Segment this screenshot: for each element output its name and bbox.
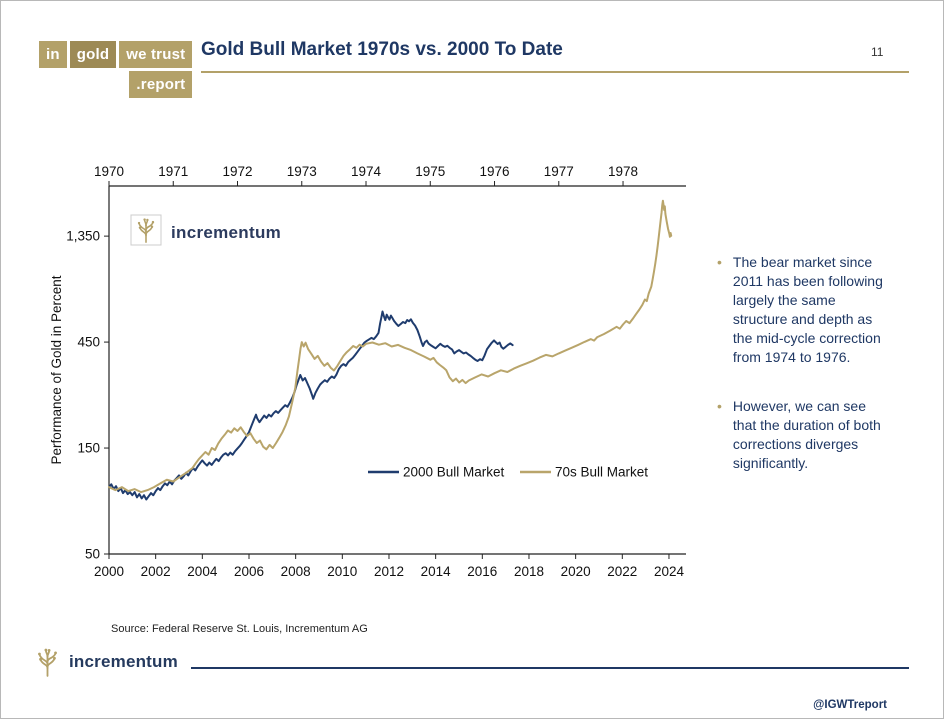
igwt-report-logo: in gold we trust .report <box>39 41 193 98</box>
performance-chart: 2000 2002 2004 2006 2008 2010 2012 2014 2016 2018… <box>49 164 686 579</box>
y-tick-label: 50 <box>85 547 100 562</box>
x-top-tick-label: 1977 <box>544 164 574 179</box>
bullet-icon: • <box>717 398 722 415</box>
page-title: Gold Bull Market 1970s vs. 2000 To Date <box>201 39 563 60</box>
source-note: Source: Federal Reserve St. Louis, Incre… <box>111 623 368 635</box>
footer-divider <box>191 667 909 669</box>
x-top-tick-label: 1974 <box>351 164 382 179</box>
y-tick-label: 1,350 <box>66 229 100 244</box>
y-tick-label: 150 <box>77 441 100 456</box>
x-top-tick-label: 1970 <box>94 164 124 179</box>
logo-word-report: .report <box>129 71 193 98</box>
logo-word-we-trust: we trust <box>119 41 193 68</box>
x-top-tick-label: 1972 <box>222 164 252 179</box>
incrementum-wordmark: incrementum <box>69 652 178 671</box>
x-bottom-tick-label: 2024 <box>654 564 685 579</box>
x-bottom-tick-label: 2000 <box>94 564 124 579</box>
series-line-70s-bull-market <box>108 199 673 494</box>
bullet-item-1: • The bear market since 2011 has been fo… <box>717 253 913 367</box>
x-bottom-tick-label: 2006 <box>234 564 264 579</box>
x-bottom-tick-label: 2018 <box>514 564 544 579</box>
x-bottom-tick-label: 2004 <box>187 564 218 579</box>
x-top-tick-label: 1973 <box>287 164 317 179</box>
watermark-wordmark: incrementum <box>171 223 281 242</box>
x-bottom-tick-label: 2016 <box>467 564 497 579</box>
header-divider <box>201 71 909 73</box>
logo-word-in: in <box>39 41 67 68</box>
x-bottom-tick-label: 2014 <box>421 564 452 579</box>
incrementum-tree-icon <box>34 647 61 677</box>
y-axis-title: Performance of Gold in Percent <box>49 275 64 464</box>
x-bottom-tick-label: 2002 <box>141 564 171 579</box>
bullet-icon: • <box>717 254 722 270</box>
bullet-text-2: However, we can see that the duration of… <box>732 398 881 472</box>
legend-label: 2000 Bull Market <box>403 465 505 480</box>
x-bottom-tick-label: 2022 <box>607 564 637 579</box>
bullet-text-1: The bear market since 2011 has been foll… <box>732 254 883 366</box>
x-top-tick-label: 1976 <box>479 164 509 179</box>
logo-word-gold: gold <box>69 41 117 68</box>
footer-brand: incrementum <box>34 647 178 677</box>
twitter-handle: @IGWTreport <box>813 699 887 711</box>
x-top-tick-label: 1971 <box>158 164 188 179</box>
x-bottom-tick-label: 2010 <box>327 564 357 579</box>
x-top-tick-label: 1978 <box>608 164 638 179</box>
x-bottom-tick-label: 2012 <box>374 564 404 579</box>
key-takeaways: • The bear market since 2011 has been fo… <box>717 253 913 503</box>
bullet-item-2: • However, we can see that the duration … <box>717 397 913 473</box>
x-top-tick-label: 1975 <box>415 164 445 179</box>
y-tick-label: 450 <box>77 335 100 350</box>
x-bottom-tick-label: 2008 <box>281 564 311 579</box>
page-number: 11 <box>871 45 884 59</box>
legend-label: 70s Bull Market <box>555 465 648 480</box>
x-bottom-tick-label: 2020 <box>561 564 591 579</box>
